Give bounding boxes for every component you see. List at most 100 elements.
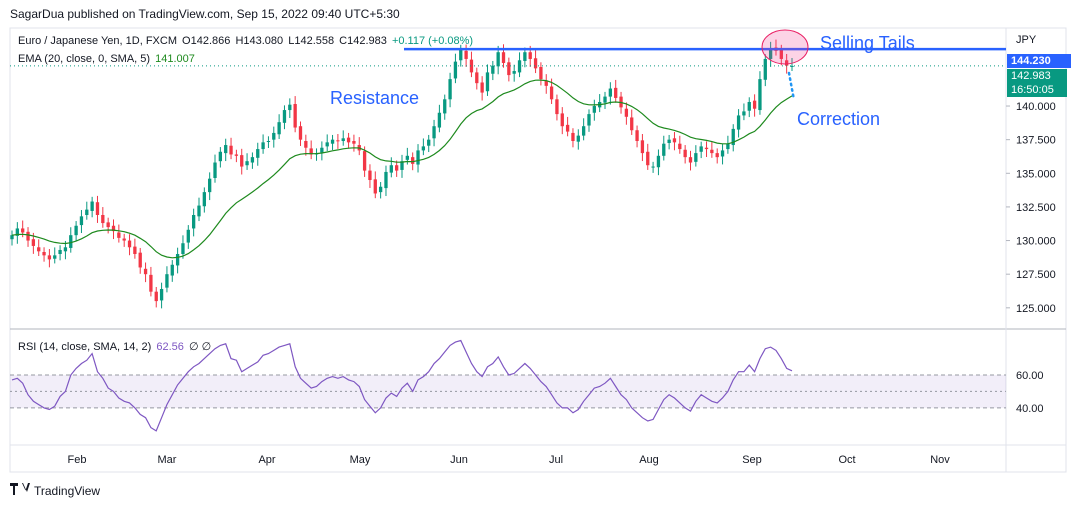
price-tick-label: 130.000	[1016, 236, 1056, 248]
candle-body	[320, 147, 324, 153]
candle-body	[768, 48, 773, 59]
candle-body	[384, 171, 388, 189]
candle-body	[416, 150, 420, 165]
candle-body	[480, 82, 484, 93]
candle-body	[389, 165, 393, 173]
candle-body	[261, 142, 265, 150]
candle-body	[646, 151, 650, 166]
candle-body	[42, 251, 46, 256]
candle-body	[528, 52, 532, 59]
candle-body	[197, 205, 201, 217]
candle-body	[651, 166, 655, 168]
price-tick-label: 140.000	[1016, 101, 1056, 113]
candle-body	[678, 143, 682, 150]
price-tick-label: 125.000	[1016, 303, 1056, 315]
candle-body	[630, 117, 634, 131]
candle-body	[640, 140, 645, 154]
candle-body	[272, 132, 276, 140]
candle-body	[565, 124, 570, 132]
candle-body	[710, 149, 714, 154]
candle-body	[117, 232, 121, 238]
time-tick-label: Aug	[639, 454, 659, 466]
time-tick-label: Oct	[838, 454, 855, 466]
candle-body	[293, 104, 297, 128]
candle-body	[731, 128, 735, 146]
rsi-extra: ∅ ∅	[188, 341, 212, 353]
candle-body	[560, 113, 564, 127]
candle-body	[10, 235, 14, 240]
candle-body	[507, 62, 511, 76]
candle-body	[202, 192, 206, 207]
candle-body	[475, 72, 479, 84]
ema-value: 141.007	[155, 53, 195, 65]
candle-body	[571, 132, 575, 142]
candle-body	[742, 111, 746, 116]
footer-brand-name: TradingView	[34, 483, 101, 498]
legend-change: +0.117 (+0.08%)	[391, 35, 474, 47]
price-tick-label: 137.500	[1016, 135, 1056, 147]
candle-body	[256, 149, 260, 158]
candle-body	[501, 52, 506, 63]
candle-body	[453, 61, 458, 79]
candle-body	[523, 52, 527, 61]
time-tick-label: Feb	[68, 454, 87, 466]
candle-body	[427, 139, 431, 146]
candle-body	[95, 202, 100, 215]
candle-body	[405, 155, 409, 160]
candle-body	[21, 228, 25, 233]
candle-body	[758, 79, 762, 111]
candle-body	[181, 243, 185, 255]
candle-body	[539, 67, 543, 80]
currency-label: JPY	[1016, 34, 1037, 46]
legend-open: O142.866	[182, 35, 231, 47]
candle-body	[400, 161, 404, 170]
candle-body	[138, 252, 142, 268]
candle-body	[186, 229, 190, 243]
candle-body	[218, 151, 223, 162]
candle-body	[309, 148, 313, 155]
candles-group	[10, 39, 794, 309]
price-tick-label: 135.000	[1016, 168, 1056, 180]
candle-body	[656, 155, 661, 168]
candle-body	[683, 149, 687, 158]
candle-body	[373, 179, 377, 194]
candle-body	[624, 108, 629, 117]
candle-body	[122, 238, 126, 241]
candle-body	[662, 143, 666, 156]
annotation-selling-tails: Selling Tails	[820, 33, 915, 53]
annotation-resistance: Resistance	[330, 88, 420, 108]
chart-border	[9, 27, 1067, 473]
candle-body	[170, 264, 174, 276]
candle-body	[672, 138, 677, 143]
tradingview-logo-icon	[10, 483, 30, 498]
candle-body	[191, 214, 196, 229]
candle-body	[715, 153, 719, 158]
candle-body	[288, 104, 292, 111]
candle-body	[576, 135, 580, 142]
candle-body	[736, 115, 741, 130]
candle-body	[603, 96, 607, 103]
candle-body	[592, 106, 596, 113]
candle-body	[411, 157, 415, 164]
legend-low: L142.558	[288, 35, 335, 47]
candle-body	[667, 139, 671, 144]
candle-body	[37, 247, 41, 252]
candle-body	[346, 137, 351, 143]
candle-body	[304, 141, 308, 148]
candle-body	[74, 225, 78, 236]
candle-body	[352, 141, 356, 144]
candle-body	[432, 126, 436, 139]
candle-body	[437, 112, 442, 128]
candle-body	[421, 146, 426, 151]
footer-brand: TradingView	[10, 483, 100, 498]
price-tick-label: 127.500	[1016, 269, 1056, 281]
candle-body	[555, 99, 559, 115]
candle-body	[85, 209, 89, 215]
candle-body	[282, 110, 287, 123]
candle-body	[720, 150, 725, 157]
candle-body	[688, 157, 693, 163]
candle-body	[544, 80, 548, 86]
candle-body	[106, 222, 110, 228]
last-price-tag: 142.983 16:50:05	[1007, 69, 1067, 97]
